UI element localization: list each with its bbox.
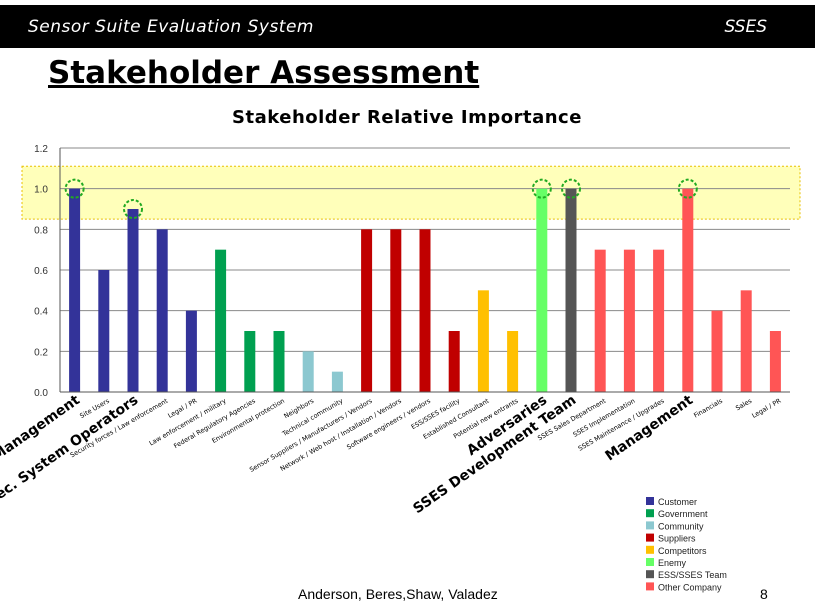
header-acronym: SSES — [724, 17, 767, 37]
legend-label: Competitors — [658, 546, 707, 556]
bar — [623, 249, 635, 392]
highlight-circle — [561, 178, 581, 199]
bar — [185, 310, 197, 392]
legend-swatch — [646, 509, 654, 518]
page-number: 8 — [760, 586, 768, 602]
legend-swatch — [646, 545, 654, 554]
y-tick-label: 0.4 — [34, 307, 48, 318]
bar — [682, 188, 694, 392]
bar — [331, 371, 343, 392]
bar — [390, 229, 402, 392]
page-title: Stakeholder Assessment — [48, 55, 480, 91]
x-tick-label: Legal / PR — [751, 397, 783, 420]
y-tick-label: 1.0 — [34, 185, 48, 196]
bar — [653, 249, 665, 392]
bar — [594, 249, 606, 392]
y-tick-label: 0.2 — [34, 347, 48, 358]
bar — [98, 270, 110, 392]
bar — [273, 331, 285, 392]
bar — [69, 188, 81, 392]
legend-label: Suppliers — [658, 534, 696, 544]
x-tick-label: Sales — [734, 397, 754, 413]
bar — [769, 331, 781, 392]
legend-swatch — [646, 582, 654, 591]
bar — [536, 188, 548, 392]
bar — [477, 290, 489, 392]
chart-title: Stakeholder Relative Importance — [232, 107, 582, 128]
legend-label: ESS/SSES Team — [658, 570, 727, 580]
legend-swatch — [646, 533, 654, 542]
bar — [127, 209, 139, 392]
highlight-band — [21, 165, 801, 220]
bar — [302, 351, 314, 392]
legend-label: Other Company — [658, 582, 722, 592]
legend-label: Customer — [658, 497, 697, 507]
bar — [565, 188, 577, 392]
x-tick-label: Financials — [692, 397, 724, 420]
legend-swatch — [646, 570, 654, 579]
highlight-circle — [123, 199, 143, 219]
bar — [419, 229, 431, 392]
legend-label: Government — [658, 509, 708, 519]
bar — [244, 331, 256, 392]
bar — [361, 229, 373, 392]
legend-swatch — [646, 521, 654, 530]
bar — [156, 229, 168, 392]
bar — [448, 331, 460, 392]
header-system-name: Sensor Suite Evaluation System — [28, 17, 314, 37]
legend-label: Community — [658, 521, 704, 531]
bar — [215, 249, 227, 392]
y-tick-label: 1.2 — [34, 144, 48, 155]
legend-label: Enemy — [658, 558, 687, 568]
bar — [507, 331, 519, 392]
bar — [711, 310, 723, 392]
highlight-circle — [64, 178, 85, 199]
y-tick-label: 0.0 — [34, 388, 48, 399]
y-tick-label: 0.6 — [34, 266, 48, 277]
legend-swatch — [646, 497, 654, 505]
footer-authors: Anderson, Beres,Shaw, Valadez — [298, 586, 498, 602]
legend-swatch — [646, 558, 654, 566]
bar — [740, 290, 752, 392]
highlight-circle — [531, 178, 552, 199]
header-bar: Sensor Suite Evaluation System SSES — [0, 5, 815, 48]
y-tick-label: 0.8 — [34, 225, 48, 236]
highlight-circle — [677, 178, 698, 199]
